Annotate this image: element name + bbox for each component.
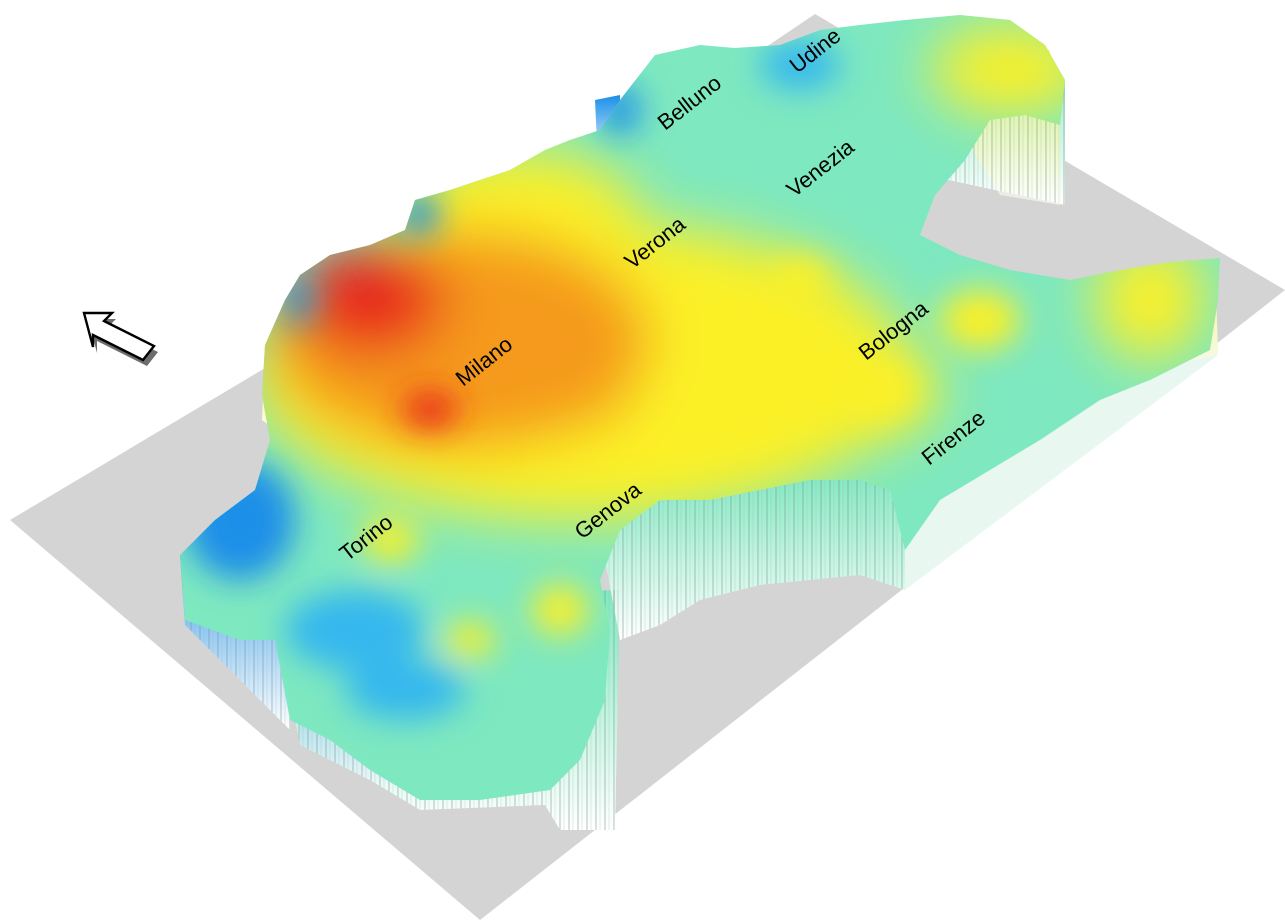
arrow-up-left-icon	[82, 311, 158, 366]
